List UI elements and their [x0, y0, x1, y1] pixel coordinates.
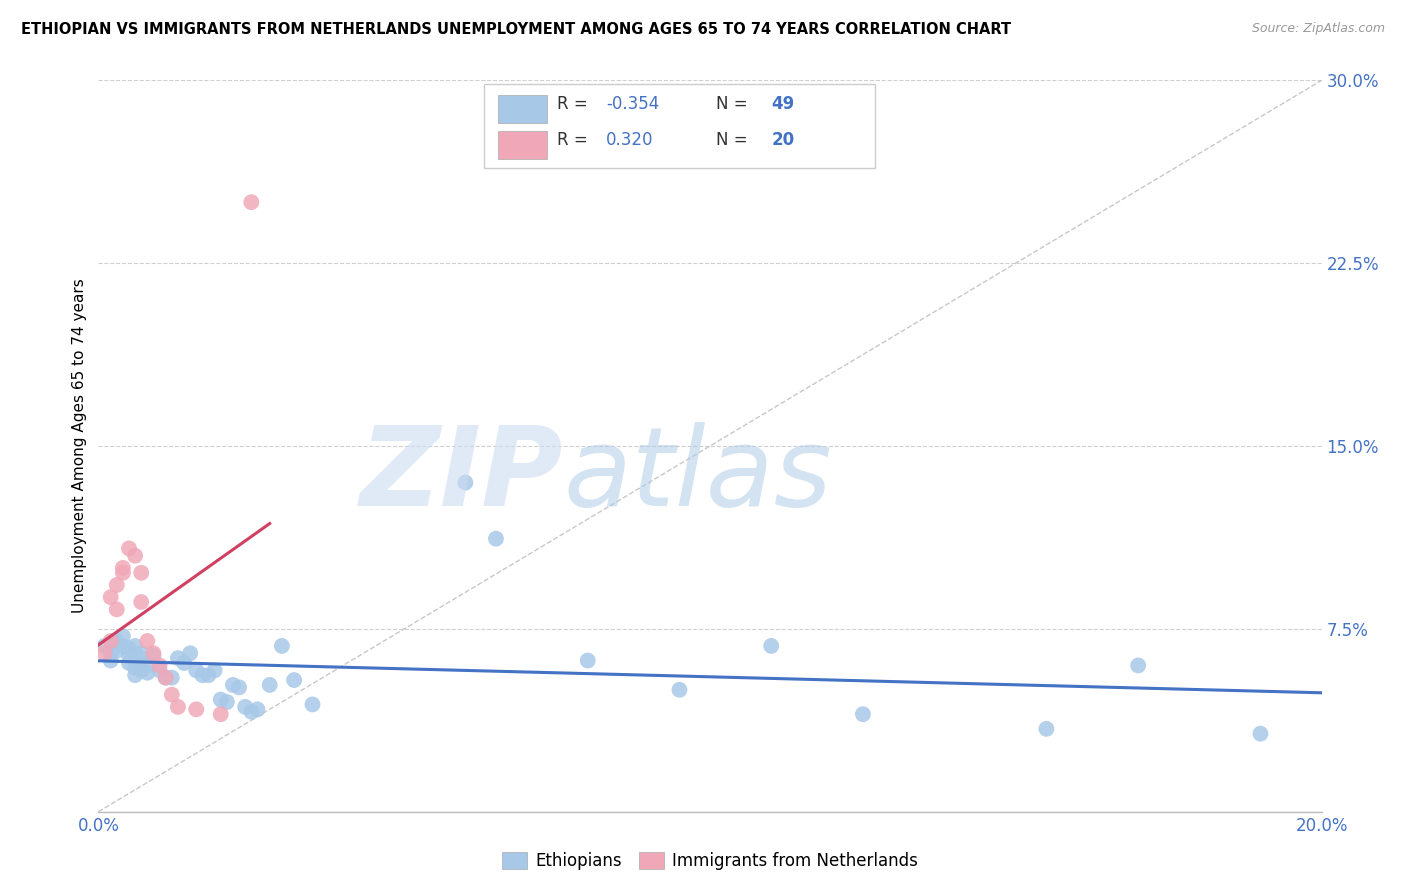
Text: Source: ZipAtlas.com: Source: ZipAtlas.com [1251, 22, 1385, 36]
Point [233, 699, 256, 714]
Point [576, 654, 599, 668]
Point [111, 566, 134, 580]
Point [204, 663, 226, 677]
Point [129, 595, 152, 609]
Text: N =: N = [716, 131, 754, 150]
Text: -0.354: -0.354 [606, 95, 659, 113]
Point [149, 663, 172, 677]
Point [240, 195, 263, 210]
Point [105, 578, 128, 592]
Point [100, 634, 122, 648]
Point [111, 561, 134, 575]
Text: 49: 49 [772, 95, 794, 113]
Point [118, 641, 141, 656]
Point [129, 651, 152, 665]
Point [129, 566, 152, 580]
Point [118, 541, 141, 556]
Point [454, 475, 477, 490]
Point [124, 661, 146, 675]
Point [111, 639, 134, 653]
Point [155, 671, 177, 685]
Point [222, 678, 245, 692]
Point [142, 646, 165, 660]
Point [124, 549, 146, 563]
Point [186, 702, 208, 716]
Point [111, 629, 134, 643]
Point [179, 646, 201, 660]
Text: ETHIOPIAN VS IMMIGRANTS FROM NETHERLANDS UNEMPLOYMENT AMONG AGES 65 TO 74 YEARS : ETHIOPIAN VS IMMIGRANTS FROM NETHERLANDS… [21, 22, 1011, 37]
Point [246, 702, 269, 716]
Point [149, 658, 172, 673]
Point [136, 665, 159, 680]
Point [129, 663, 152, 677]
Point [105, 634, 128, 648]
Point [142, 648, 165, 663]
Point [259, 678, 281, 692]
Point [283, 673, 305, 687]
Text: atlas: atlas [564, 422, 832, 529]
Point [215, 695, 238, 709]
Point [240, 705, 263, 719]
Legend: Ethiopians, Immigrants from Netherlands: Ethiopians, Immigrants from Netherlands [495, 845, 925, 877]
Point [124, 668, 146, 682]
Point [118, 648, 141, 663]
Point [136, 658, 159, 673]
Point [759, 639, 782, 653]
Point [167, 651, 190, 665]
Point [105, 644, 128, 658]
Point [155, 671, 177, 685]
Point [160, 688, 183, 702]
Point [186, 663, 208, 677]
Point [209, 707, 232, 722]
Text: R =: R = [557, 95, 593, 113]
Point [93, 639, 115, 653]
Point [160, 671, 183, 685]
FancyBboxPatch shape [498, 131, 547, 160]
Point [197, 668, 219, 682]
Point [167, 699, 190, 714]
Point [852, 707, 875, 722]
Point [100, 646, 122, 660]
Point [1128, 658, 1150, 673]
Point [100, 590, 122, 604]
Point [136, 634, 159, 648]
Text: 20: 20 [772, 131, 794, 150]
Text: R =: R = [557, 131, 593, 150]
Point [270, 639, 292, 653]
Point [301, 698, 323, 712]
FancyBboxPatch shape [498, 95, 547, 123]
Text: ZIP: ZIP [360, 422, 564, 529]
Point [1249, 727, 1271, 741]
Point [124, 639, 146, 653]
Point [173, 656, 195, 670]
Point [100, 654, 122, 668]
Point [485, 532, 508, 546]
Point [209, 692, 232, 706]
Point [129, 646, 152, 660]
Point [668, 682, 690, 697]
Point [118, 656, 141, 670]
FancyBboxPatch shape [484, 84, 875, 168]
Text: 0.320: 0.320 [606, 131, 654, 150]
Point [1035, 722, 1057, 736]
Y-axis label: Unemployment Among Ages 65 to 74 years: Unemployment Among Ages 65 to 74 years [72, 278, 87, 614]
Point [105, 602, 128, 616]
Text: N =: N = [716, 95, 754, 113]
Point [191, 668, 214, 682]
Point [93, 646, 115, 660]
Point [228, 681, 250, 695]
